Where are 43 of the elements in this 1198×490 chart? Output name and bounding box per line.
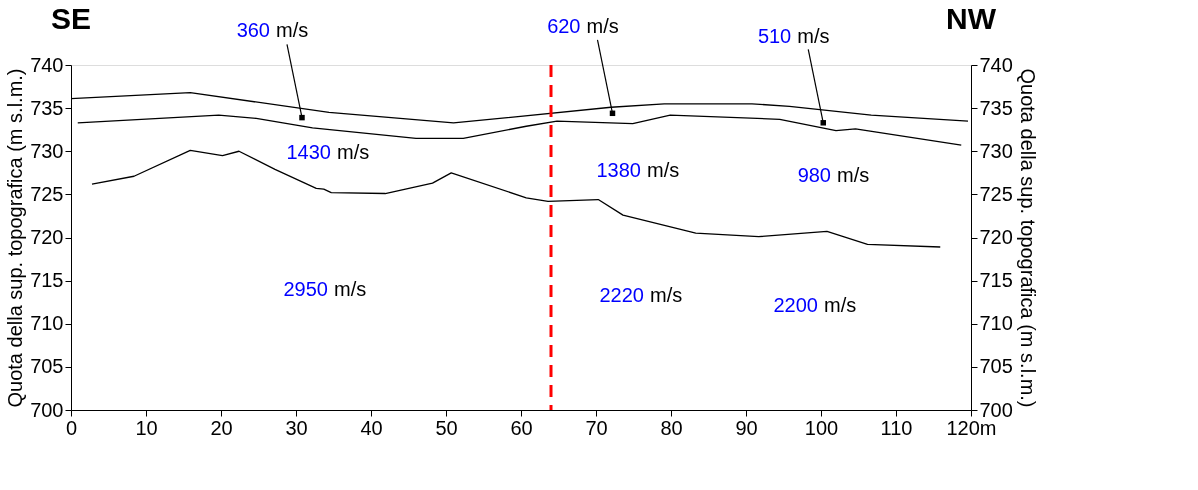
annotation: 510 m/s	[757, 24, 830, 47]
y2-tick-label: 730	[979, 139, 1013, 162]
x-tick-label: 90	[735, 416, 758, 439]
x-tick-label: 110	[880, 416, 913, 439]
x-tick-label: 60	[510, 416, 533, 439]
annotation: 1430 m/s	[286, 141, 370, 163]
text: NW	[946, 2, 997, 35]
annotation: 620 m/s	[547, 15, 619, 38]
text: SE	[50, 2, 92, 35]
y-tick-label: 735	[30, 96, 64, 119]
y2-axis-title: Quota della sup. topografica (m s.l.m.)	[1016, 68, 1039, 408]
x-tick-label: 50	[435, 416, 458, 439]
annotation: 980 m/s	[797, 164, 870, 186]
x-tick-label: 80	[660, 416, 683, 439]
y-tick-label: 730	[30, 139, 64, 162]
y2-tick-label: 705	[979, 355, 1013, 378]
y-tick-label: 720	[30, 226, 64, 248]
y-tick-label: 715	[30, 269, 64, 292]
annotation: 2950 m/s	[283, 278, 367, 300]
y2-tick-label: 740	[979, 53, 1013, 76]
annotation: 2220 m/s	[599, 284, 683, 306]
annotation: 2200 m/s	[773, 294, 857, 316]
x-tick-label: 0	[65, 416, 78, 439]
x-tick-label: 10	[135, 416, 158, 439]
x-tick-label: 30	[285, 416, 308, 439]
y2-tick-label: 715	[979, 269, 1013, 292]
y2-tick-label: 735	[979, 96, 1013, 119]
y2-tick-label: 725	[979, 182, 1013, 205]
y-tick-label: 705	[30, 355, 64, 378]
annotation: 360 m/s	[236, 19, 309, 42]
y-tick-label: 710	[30, 312, 64, 335]
x-tick-label: 20	[210, 416, 233, 439]
annotation: 1380 m/s	[596, 159, 680, 181]
y-axis-title: Quota della sup. topografica (m s.l.m.)	[4, 68, 27, 408]
y2-tick-label: 710	[979, 312, 1013, 335]
line-series	[77, 114, 962, 146]
y-tick-label: 700	[30, 398, 64, 421]
y-tick-label: 725	[30, 182, 64, 205]
x-tick-label: 40	[360, 416, 383, 439]
y2-tick-label: 720	[979, 226, 1013, 248]
y-tick-label: 740	[30, 53, 64, 76]
x-tick-label: 100	[804, 416, 839, 439]
x-tick-label: 70	[585, 416, 608, 439]
